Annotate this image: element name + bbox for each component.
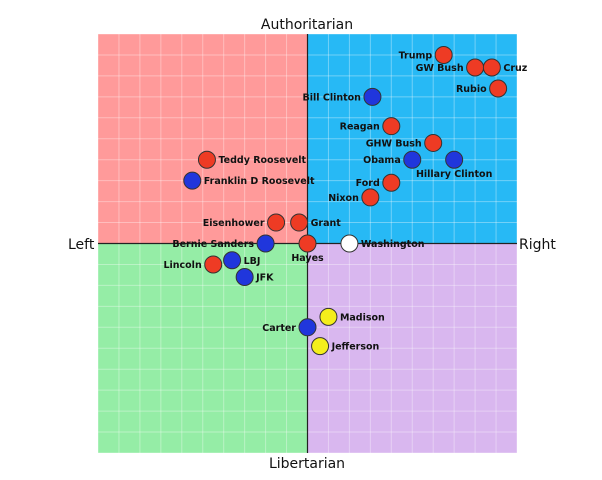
point-marker: [319, 307, 338, 326]
point-marker: [235, 268, 254, 287]
point-label: JFK: [255, 273, 274, 284]
point-bill-clinton: Bill Clinton: [303, 87, 382, 106]
point-franklin-d-roosevelt: Franklin D Roosevelt: [183, 171, 315, 190]
point-lbj: LBJ: [223, 251, 261, 270]
data-points: Trump GW Bush Cruz Rubio Bill Clinton Reagan G…: [163, 45, 528, 356]
point-marker: [489, 79, 508, 98]
point-label: Grant: [311, 218, 342, 229]
point-teddy-roosevelt: Teddy Roosevelt: [197, 150, 307, 169]
point-madison: Madison: [319, 307, 385, 326]
point-trump: Trump: [399, 45, 453, 64]
point-marker: [197, 150, 216, 169]
quadrant-bottom-right: [307, 243, 517, 453]
point-ghw-bush: GHW Bush: [366, 133, 443, 152]
point-label: Hillary Clinton: [416, 169, 493, 180]
point-marker: [340, 234, 359, 253]
point-marker: [382, 173, 401, 192]
point-label: Washington: [361, 239, 425, 250]
point-marker: [466, 58, 485, 77]
axis-label-right: Right: [519, 237, 556, 253]
point-label: Obama: [363, 155, 401, 166]
point-marker: [204, 255, 223, 274]
point-marker: [361, 188, 380, 207]
axis-label-top: Authoritarian: [261, 17, 353, 33]
point-label: Cruz: [503, 63, 527, 74]
point-label: Teddy Roosevelt: [218, 155, 306, 166]
point-label: Bernie Sanders: [172, 239, 254, 250]
point-label: Rubio: [456, 84, 487, 95]
point-marker: [482, 58, 501, 77]
point-ford: Ford: [356, 173, 401, 192]
point-hayes: Hayes: [291, 234, 324, 264]
axis-label-left: Left: [68, 237, 95, 253]
point-marker: [290, 213, 309, 232]
point-label: Trump: [399, 50, 433, 61]
axis-label-bottom: Libertarian: [269, 456, 345, 472]
point-eisenhower: Eisenhower: [203, 213, 286, 232]
point-cruz: Cruz: [482, 58, 528, 77]
point-rubio: Rubio: [456, 79, 508, 98]
point-marker: [298, 318, 317, 337]
point-reagan: Reagan: [340, 117, 401, 136]
point-washington: Washington: [340, 234, 425, 253]
point-label: Bill Clinton: [303, 92, 362, 103]
point-marker: [298, 234, 317, 253]
point-lincoln: Lincoln: [163, 255, 223, 274]
point-marker: [311, 337, 330, 356]
point-label: Lincoln: [163, 260, 201, 271]
point-marker: [256, 234, 275, 253]
point-label: Reagan: [340, 122, 380, 133]
point-label: Franklin D Roosevelt: [204, 176, 315, 187]
point-marker: [223, 251, 242, 270]
point-bernie-sanders: Bernie Sanders: [172, 234, 275, 253]
point-jfk: JFK: [235, 268, 274, 287]
point-grant: Grant: [290, 213, 342, 232]
point-label: Ford: [356, 178, 380, 189]
point-marker: [434, 45, 453, 64]
point-label: Eisenhower: [203, 218, 265, 229]
point-nixon: Nixon: [328, 188, 380, 207]
point-marker: [382, 117, 401, 136]
point-label: Madison: [340, 312, 385, 323]
point-marker: [424, 133, 443, 152]
point-obama: Obama: [363, 150, 422, 169]
point-label: GW Bush: [416, 63, 464, 74]
point-marker: [183, 171, 202, 190]
point-marker: [445, 150, 464, 169]
quadrant-top-left: [98, 34, 308, 244]
point-label: Jefferson: [331, 342, 380, 353]
point-marker: [363, 87, 382, 106]
point-marker: [403, 150, 422, 169]
point-marker: [267, 213, 286, 232]
point-label: LBJ: [244, 256, 261, 267]
point-label: Nixon: [328, 193, 359, 204]
point-hillary-clinton: Hillary Clinton: [416, 150, 493, 180]
point-label: Carter: [262, 323, 296, 334]
point-label: Hayes: [291, 253, 324, 264]
point-jefferson: Jefferson: [311, 337, 380, 356]
point-label: GHW Bush: [366, 138, 422, 149]
point-carter: Carter: [262, 318, 317, 337]
quadrant-bottom-left: [98, 243, 308, 453]
